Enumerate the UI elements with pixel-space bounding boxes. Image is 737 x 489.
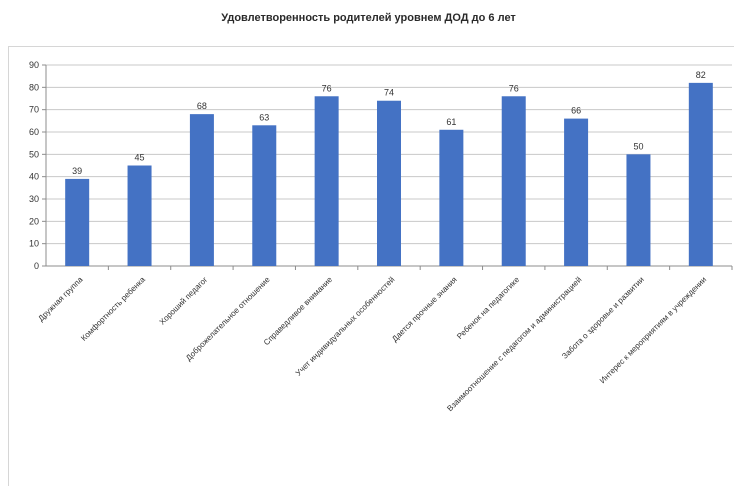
y-tick-label: 60 — [29, 127, 39, 137]
category-label: Дается прочные знания — [390, 275, 459, 344]
bar — [377, 100, 401, 266]
category-label: Учет индивидуальных особенностей — [294, 275, 397, 378]
data-label: 61 — [446, 117, 456, 127]
y-tick-label: 0 — [34, 261, 39, 271]
bar — [127, 165, 152, 266]
data-label: 82 — [696, 70, 706, 80]
y-tick-label: 40 — [29, 172, 39, 182]
category-label: Дружная группа — [36, 275, 84, 323]
data-label: 76 — [509, 83, 519, 93]
bar — [439, 129, 464, 266]
category-label: Ребенок на педагогике — [455, 275, 521, 341]
bars — [65, 82, 713, 266]
data-labels: 39 45 68 63 76 74 61 76 66 50 82 — [72, 70, 706, 176]
chart-frame: 0 10 20 30 40 50 60 70 80 90 39 45 68 63 76 74 61 76 66 50… — [8, 46, 734, 486]
bar — [564, 118, 589, 266]
data-label: 66 — [571, 106, 581, 116]
chart-title: Удовлетворенность родителей уровнем ДОД … — [221, 12, 516, 24]
bar — [65, 178, 90, 266]
category-label: Взаимоотношение с педагогом и администра… — [445, 275, 583, 413]
category-label: Интерес к мероприятиям в учреждении — [598, 275, 708, 385]
data-label: 45 — [135, 153, 145, 163]
bar — [501, 96, 526, 266]
y-tick-label: 90 — [29, 60, 39, 70]
y-tick-label: 20 — [29, 216, 39, 226]
y-tick-label: 70 — [29, 105, 39, 115]
bar — [314, 96, 339, 266]
category-label: Хороший педагог — [158, 275, 210, 327]
y-tick-label: 30 — [29, 194, 39, 204]
data-label: 74 — [384, 88, 394, 98]
data-label: 50 — [633, 141, 643, 151]
data-label: 63 — [259, 112, 269, 122]
y-tick-label: 80 — [29, 82, 39, 92]
y-tick-label: 10 — [29, 239, 39, 249]
bar — [688, 82, 713, 266]
data-label: 76 — [322, 83, 332, 93]
y-tick-label: 50 — [29, 149, 39, 159]
bar — [189, 114, 214, 266]
data-label: 68 — [197, 101, 207, 111]
bar-chart: 0 10 20 30 40 50 60 70 80 90 39 45 68 63 76 74 61 76 66 50… — [29, 60, 733, 414]
data-label: 39 — [72, 166, 82, 176]
bar — [626, 154, 651, 266]
bar — [252, 125, 277, 266]
category-label: Справедливое внимание — [262, 275, 334, 347]
category-label: Комфортность ребенка — [79, 275, 147, 343]
